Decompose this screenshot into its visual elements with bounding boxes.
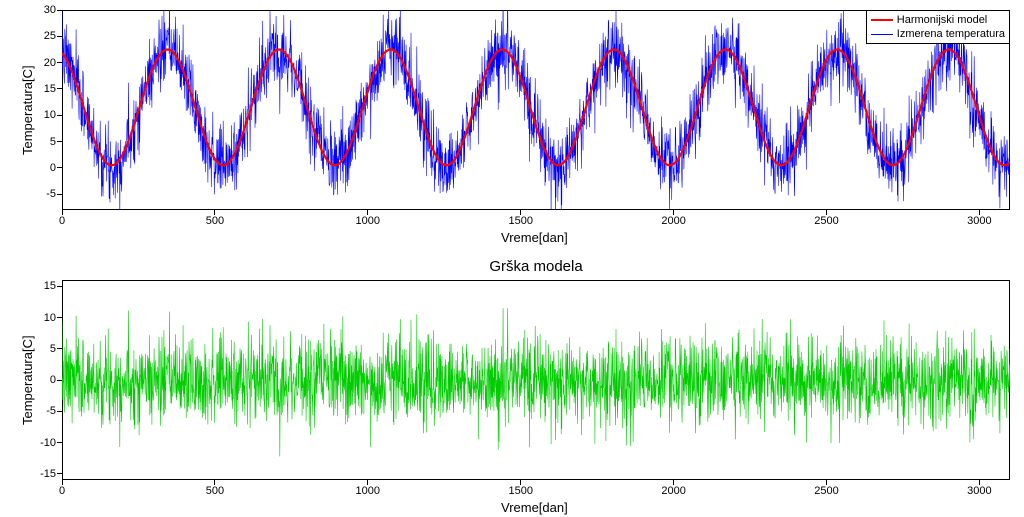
y-tick-label: -15 — [34, 468, 56, 480]
y-axis-label: Temperatura[C] — [20, 335, 35, 425]
y-tick-label: 10 — [34, 312, 56, 324]
y-tick-label: 0 — [34, 374, 56, 386]
x-tick-label: 1000 — [356, 485, 380, 497]
y-tick-mark — [57, 348, 62, 349]
figure: { "figure": { "width": 1024, "height": 5… — [0, 0, 1024, 517]
y-tick-label: -5 — [34, 405, 56, 417]
series-residual — [62, 308, 1010, 456]
y-tick-mark — [57, 286, 62, 287]
y-tick-label: 15 — [34, 280, 56, 292]
y-tick-mark — [57, 473, 62, 474]
x-tick-label: 500 — [206, 485, 224, 497]
y-tick-mark — [57, 317, 62, 318]
x-tick-label: 1500 — [508, 485, 532, 497]
y-tick-mark — [57, 411, 62, 412]
chart-title: Grška modela — [489, 258, 582, 275]
y-tick-label: -10 — [34, 437, 56, 449]
y-tick-label: 5 — [34, 343, 56, 355]
x-tick-label: 2500 — [814, 485, 838, 497]
y-tick-mark — [57, 442, 62, 443]
x-tick-label: 3000 — [967, 485, 991, 497]
panel-bottom: Grška modela 0 500 1000 1500 2000 2500 3000 -15 -… — [0, 0, 1024, 517]
plot-svg — [62, 280, 1010, 480]
x-tick-label: 2000 — [661, 485, 685, 497]
x-tick-label: 0 — [59, 485, 65, 497]
x-axis-label: Vreme[dan] — [501, 500, 568, 515]
y-tick-mark — [57, 380, 62, 381]
